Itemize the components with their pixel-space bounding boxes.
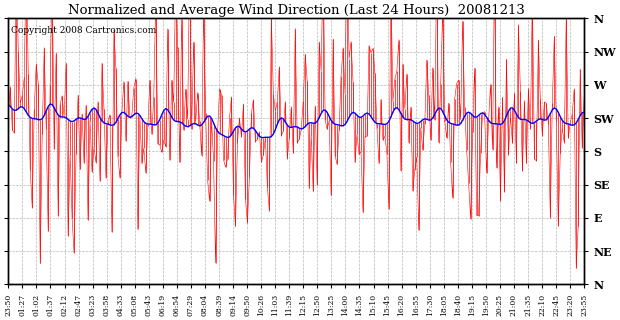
- Text: Copyright 2008 Cartronics.com: Copyright 2008 Cartronics.com: [11, 26, 157, 35]
- Title: Normalized and Average Wind Direction (Last 24 Hours)  20081213: Normalized and Average Wind Direction (L…: [68, 4, 525, 17]
